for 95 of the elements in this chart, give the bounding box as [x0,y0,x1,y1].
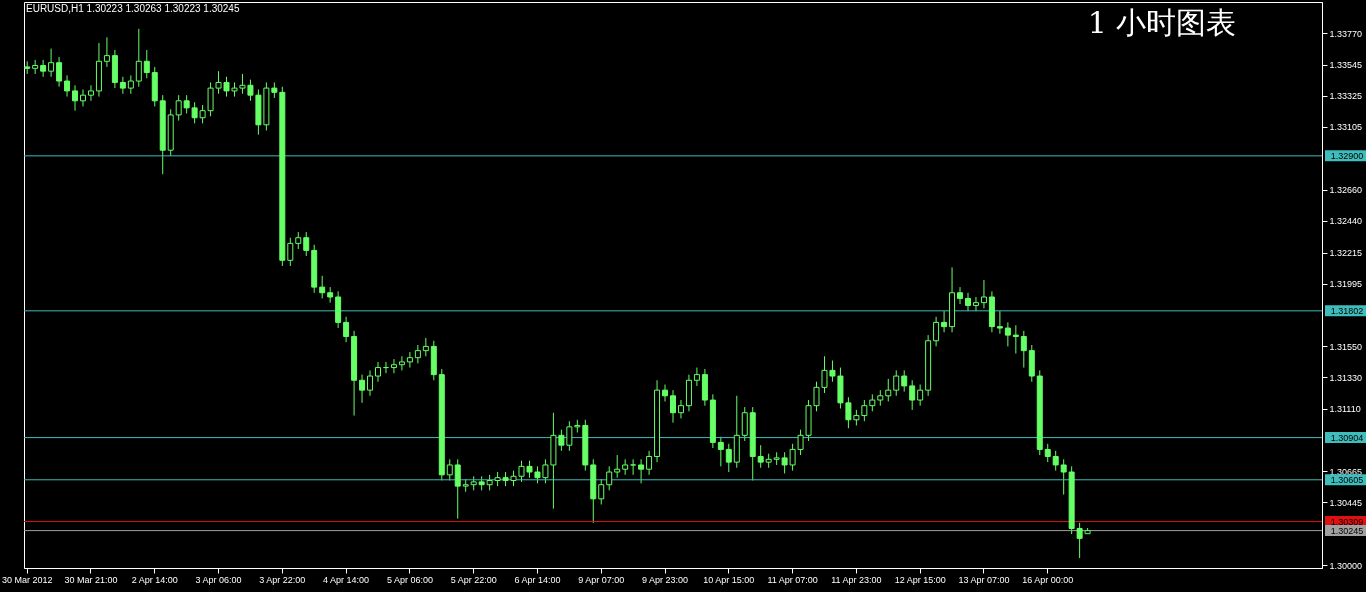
x-tick-label: 3 Apr 22:00 [259,574,306,585]
candlestick [40,59,47,78]
x-tick-label: 11 Apr 07:00 [767,574,818,585]
candlestick [454,458,461,520]
candlestick [598,478,605,505]
candlestick [64,74,71,98]
candlestick [398,355,405,371]
candlestick [741,406,748,442]
candlestick [717,436,724,467]
candlestick [343,316,350,343]
x-tick-label: 5 Apr 22:00 [450,574,497,585]
y-tick-label: 1.33105 [1329,122,1363,133]
candlestick [72,84,79,112]
y-tick-label: 1.30445 [1329,497,1363,508]
candlestick [693,367,700,387]
x-tick-label: 13 Apr 07:00 [958,574,1010,585]
x-tick-label: 11 Apr 23:00 [831,574,882,585]
candlestick [359,374,366,404]
candlestick [965,292,971,312]
ref-line-label: 1.30605 [1330,474,1364,485]
candlestick [941,310,948,333]
ref-line-label: 1.32900 [1330,150,1364,161]
y-tick-label: 1.31550 [1329,341,1363,352]
candlestick [1020,330,1027,369]
candlestick [670,389,676,424]
y-tick-label: 1.32660 [1329,185,1363,196]
ref-line-label: 1.30245 [1330,525,1364,536]
y-tick-label: 1.33545 [1329,60,1363,71]
candlestick [303,231,310,257]
candlestick [143,49,150,79]
candlestick [367,369,374,397]
x-tick-label: 6 Apr 14:00 [514,574,561,585]
candlestick [127,74,134,95]
candlestick [677,399,684,419]
y-tick-label: 1.32215 [1329,248,1363,259]
candlestick [972,296,979,312]
ref-line-label: 1.30904 [1330,432,1364,443]
x-tick-label: 30 Mar 2012 [1,574,53,585]
candlestick [606,465,613,491]
x-tick-label: 2 Apr 14:00 [131,574,178,585]
candlestick [1052,450,1059,472]
candlestick [103,36,110,68]
y-tick-label: 1.33325 [1329,91,1363,102]
candlestick [630,458,637,476]
candlestick [319,275,326,299]
candlestick [48,48,55,78]
y-tick-label: 1.30000 [1329,560,1363,571]
candlestick [1012,324,1019,354]
chart-title: EURUSD,H1 1.30223 1.30263 1.30223 1.30245 [26,3,240,14]
candlestick [980,279,987,309]
candlestick [406,351,413,369]
candlestick [957,286,964,305]
candlestick [119,76,126,95]
annotation: 1 小时图表 [1087,5,1237,40]
x-tick-label: 12 Apr 15:00 [894,574,946,585]
candlestick [646,450,653,476]
candlestick [390,358,397,374]
candlestick [725,443,732,473]
candlestick [1044,443,1051,463]
y-tick-label: 1.31995 [1329,279,1363,290]
x-tick-label: 10 Apr 15:00 [703,574,755,585]
candlestick [56,56,63,88]
y-tick-label: 1.31110 [1329,404,1361,414]
y-tick-label: 1.33770 [1329,28,1363,39]
candlestick [885,378,892,402]
candlestick [662,384,669,402]
y-tick-label: 1.31330 [1329,372,1363,383]
ref-line-label: 1.30309 [1330,516,1364,527]
candlestick [422,337,429,357]
x-tick-label: 3 Apr 06:00 [195,574,242,585]
x-tick-label: 16 Apr 00:00 [1022,574,1074,585]
candlestick [614,454,621,479]
x-tick-label: 9 Apr 23:00 [642,574,689,585]
x-tick-label: 5 Apr 06:00 [386,574,433,585]
candlestick [287,237,294,267]
candlestick [87,84,94,102]
x-tick-label: 30 Mar 21:00 [64,574,118,585]
candlestick [414,344,421,364]
y-tick-label: 1.32440 [1329,216,1363,227]
ref-line-label: 1.31802 [1330,305,1364,316]
candlestick [909,379,916,411]
candlestick [933,316,940,347]
x-tick-label: 4 Apr 14:00 [323,574,370,585]
candlestick [80,89,86,107]
candlestick [996,310,1003,335]
candlestick [638,458,645,484]
candlestick [446,458,453,481]
candlestick [375,361,381,383]
candlestick [1004,321,1011,347]
candlestick [135,28,142,88]
candlestick [901,369,908,393]
x-tick-label: 9 Apr 07:00 [578,574,625,585]
candlestick [757,444,764,469]
candlestick [893,369,900,397]
candlestick [917,384,924,407]
